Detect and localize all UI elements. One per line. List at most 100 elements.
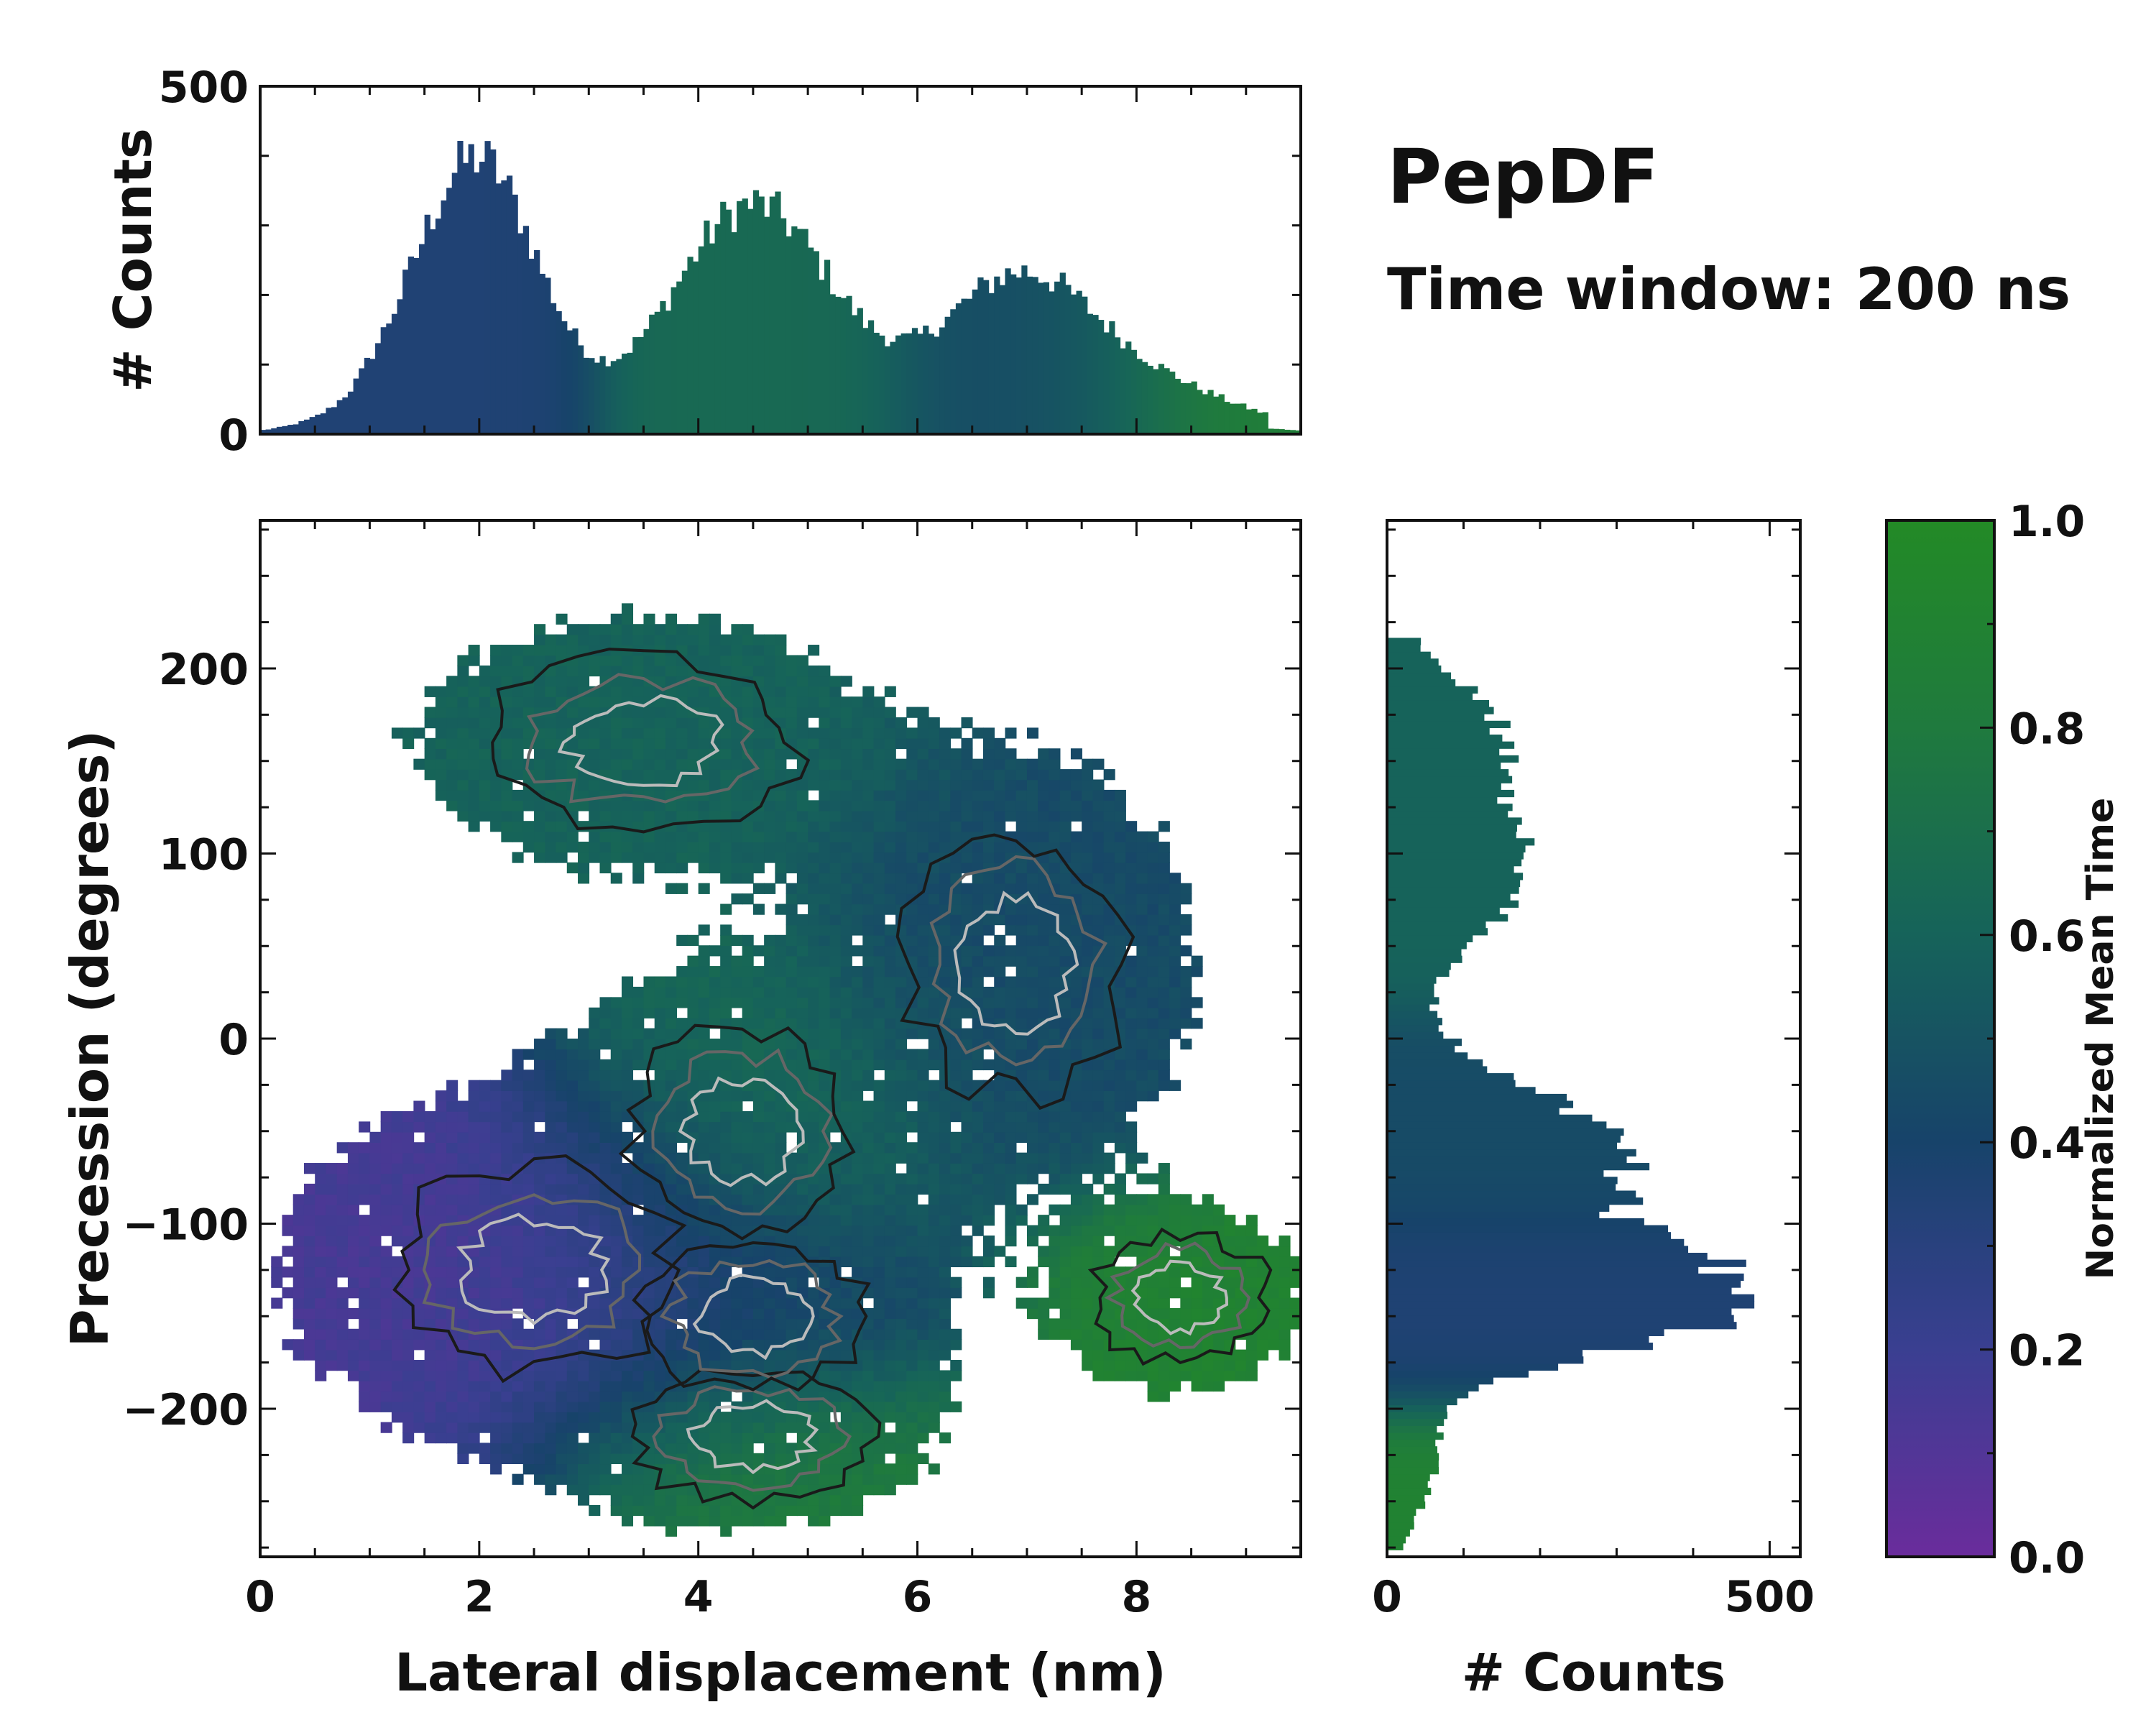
heatmap-cell xyxy=(599,1100,612,1112)
heatmap-cell xyxy=(446,1131,459,1143)
heatmap-cell xyxy=(906,1183,918,1195)
heatmap-cell xyxy=(457,707,469,718)
heatmap-cell xyxy=(994,873,1006,884)
heatmap-cell xyxy=(852,1256,864,1268)
heatmap-cell xyxy=(632,1059,645,1071)
heatmap-cell xyxy=(643,1287,655,1299)
heatmap-cell xyxy=(796,1204,808,1215)
heatmap-cell xyxy=(742,934,754,947)
heatmap-cell xyxy=(501,1391,513,1402)
heatmap-cell xyxy=(654,769,666,781)
heatmap-cell xyxy=(566,1453,579,1465)
heatmap-cell xyxy=(632,707,645,718)
heatmap-cell xyxy=(1070,1121,1082,1133)
heatmap-cell xyxy=(752,665,765,677)
heatmap-cell xyxy=(1049,810,1061,822)
heatmap-cell xyxy=(522,789,535,801)
heatmap-cell xyxy=(578,1173,590,1184)
heatmap-cell xyxy=(808,997,820,1008)
heatmap-cell xyxy=(1026,873,1038,884)
top-hist-bar xyxy=(884,346,891,434)
heatmap-cell xyxy=(380,1339,392,1351)
heatmap-cell xyxy=(852,903,864,915)
heatmap-cell xyxy=(632,1380,645,1392)
heatmap-cell xyxy=(556,1131,568,1143)
heatmap-cell xyxy=(556,1276,568,1288)
heatmap-cell xyxy=(895,1380,908,1392)
heatmap-cell xyxy=(402,1142,415,1154)
heatmap-cell xyxy=(391,1412,403,1423)
heatmap-cell xyxy=(435,1422,447,1433)
heatmap-cell xyxy=(764,1412,776,1423)
heatmap-cell xyxy=(610,1360,622,1371)
heatmap-cell xyxy=(819,779,831,791)
heatmap-cell xyxy=(698,1225,710,1236)
heatmap-cell xyxy=(621,1515,634,1527)
heatmap-cell xyxy=(1224,1215,1236,1226)
heatmap-cell xyxy=(852,1163,864,1174)
heatmap-cell xyxy=(884,1173,896,1184)
heatmap-cell xyxy=(698,1370,710,1381)
heatmap-cell xyxy=(862,727,875,739)
heatmap-cell xyxy=(1180,1307,1192,1320)
top-hist-bar xyxy=(610,361,617,434)
heatmap-cell xyxy=(819,914,831,926)
heatmap-cell xyxy=(1070,1204,1082,1215)
heatmap-cell xyxy=(873,1110,885,1123)
heatmap-cell xyxy=(796,1007,808,1018)
heatmap-cell xyxy=(336,1235,349,1247)
heatmap-cell xyxy=(742,1287,754,1299)
heatmap-cell xyxy=(796,1100,808,1112)
heatmap-cell xyxy=(1015,1039,1028,1050)
heatmap-cell xyxy=(676,665,688,677)
heatmap-cell xyxy=(1092,1131,1105,1143)
heatmap-cell xyxy=(917,1453,929,1465)
heatmap-cell xyxy=(1070,1328,1082,1340)
heatmap-cell xyxy=(1070,1307,1082,1320)
heatmap-cell xyxy=(950,821,962,832)
heatmap-cell xyxy=(578,1110,590,1123)
heatmap-cell xyxy=(808,727,820,739)
heatmap-cell xyxy=(359,1370,371,1381)
heatmap-cell xyxy=(534,1266,546,1278)
heatmap-cell xyxy=(939,769,952,781)
heatmap-cell xyxy=(906,1463,918,1475)
heatmap-cell xyxy=(764,1318,776,1330)
heatmap-cell xyxy=(786,727,798,739)
heatmap-cell xyxy=(698,1131,710,1143)
heatmap-cell xyxy=(731,1215,743,1226)
heatmap-cell xyxy=(435,1349,447,1361)
top-hist-bar xyxy=(852,315,858,434)
heatmap-cell xyxy=(621,737,634,750)
heatmap-cell xyxy=(566,1110,579,1123)
heatmap-cell xyxy=(589,1401,601,1412)
heatmap-cell xyxy=(884,1090,896,1102)
top-hist-bar xyxy=(1180,383,1187,434)
heatmap-cell xyxy=(852,1018,864,1029)
heatmap-cell xyxy=(1059,810,1072,822)
heatmap-cell xyxy=(720,1515,732,1527)
heatmap-cell xyxy=(556,1380,568,1392)
heatmap-cell xyxy=(578,1183,590,1195)
heatmap-cell xyxy=(950,1080,962,1091)
heatmap-cell xyxy=(578,1484,590,1496)
heatmap-cell xyxy=(939,831,952,842)
heatmap-cell xyxy=(939,821,952,832)
heatmap-cell xyxy=(950,1194,962,1205)
heatmap-cell xyxy=(982,1163,995,1174)
heatmap-cell xyxy=(610,1339,622,1351)
heatmap-cell xyxy=(1147,1204,1159,1215)
heatmap-cell xyxy=(1015,1215,1028,1226)
heatmap-cell xyxy=(665,1525,677,1537)
heatmap-cell xyxy=(873,748,885,760)
heatmap-cell xyxy=(939,1194,952,1205)
heatmap-cell xyxy=(840,1412,852,1423)
heatmap-cell xyxy=(1082,955,1094,967)
heatmap-cell xyxy=(731,997,743,1008)
heatmap-cell xyxy=(402,1412,415,1423)
heatmap-cell xyxy=(589,665,601,677)
heatmap-cell xyxy=(709,1318,721,1330)
heatmap-cell xyxy=(457,1339,469,1351)
heatmap-cell xyxy=(796,1266,808,1278)
heatmap-cell xyxy=(1224,1360,1236,1371)
